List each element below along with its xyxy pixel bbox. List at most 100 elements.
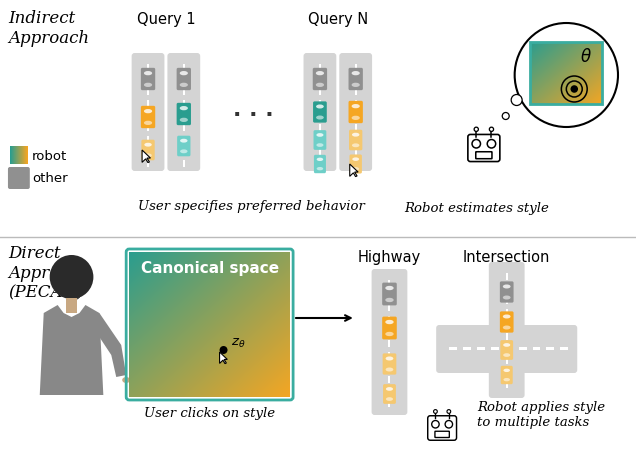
Ellipse shape bbox=[386, 397, 393, 401]
Text: User clicks on style: User clicks on style bbox=[144, 407, 275, 420]
Bar bbox=[506, 345, 508, 352]
Bar bbox=[506, 273, 508, 280]
Bar bbox=[147, 160, 149, 167]
Bar bbox=[355, 160, 356, 167]
Ellipse shape bbox=[316, 116, 324, 119]
Circle shape bbox=[433, 410, 437, 414]
Ellipse shape bbox=[144, 109, 152, 113]
FancyBboxPatch shape bbox=[382, 317, 397, 339]
Bar bbox=[147, 148, 149, 155]
Ellipse shape bbox=[503, 296, 511, 299]
Ellipse shape bbox=[180, 149, 188, 153]
Text: Robot estimates style: Robot estimates style bbox=[404, 202, 549, 215]
Ellipse shape bbox=[180, 139, 188, 142]
Bar bbox=[449, 347, 457, 350]
Text: Query 1: Query 1 bbox=[136, 12, 195, 27]
Bar bbox=[319, 64, 321, 71]
FancyBboxPatch shape bbox=[313, 68, 327, 90]
Bar bbox=[183, 160, 185, 167]
Ellipse shape bbox=[316, 104, 324, 109]
Ellipse shape bbox=[352, 167, 359, 171]
Circle shape bbox=[515, 23, 618, 127]
FancyBboxPatch shape bbox=[428, 416, 456, 440]
Bar bbox=[355, 88, 356, 95]
Text: Indirect
Approach: Indirect Approach bbox=[8, 10, 89, 47]
FancyBboxPatch shape bbox=[349, 68, 363, 90]
Ellipse shape bbox=[180, 83, 188, 87]
Bar bbox=[183, 76, 185, 83]
Text: User specifies preferred behavior: User specifies preferred behavior bbox=[138, 200, 365, 213]
Bar bbox=[506, 333, 508, 340]
Ellipse shape bbox=[351, 83, 360, 87]
Ellipse shape bbox=[351, 116, 360, 120]
Bar bbox=[319, 124, 321, 131]
Ellipse shape bbox=[316, 143, 323, 147]
Bar bbox=[355, 76, 356, 83]
Ellipse shape bbox=[180, 71, 188, 75]
Bar bbox=[388, 328, 390, 335]
Bar bbox=[388, 352, 390, 359]
Bar bbox=[319, 88, 321, 95]
Bar bbox=[388, 400, 390, 407]
FancyBboxPatch shape bbox=[372, 269, 407, 415]
Ellipse shape bbox=[385, 286, 394, 290]
Bar bbox=[147, 100, 149, 107]
Bar bbox=[319, 160, 321, 167]
Text: Highway: Highway bbox=[358, 250, 421, 265]
Circle shape bbox=[472, 140, 481, 148]
Bar bbox=[561, 347, 568, 350]
Circle shape bbox=[502, 112, 509, 119]
Text: Robot applies style
to multiple tasks: Robot applies style to multiple tasks bbox=[477, 401, 605, 429]
Text: robot: robot bbox=[32, 149, 67, 163]
Ellipse shape bbox=[386, 368, 394, 371]
Text: other: other bbox=[32, 172, 67, 185]
FancyBboxPatch shape bbox=[314, 155, 326, 173]
Ellipse shape bbox=[503, 343, 510, 347]
Ellipse shape bbox=[122, 377, 130, 383]
Text: Query N: Query N bbox=[308, 12, 368, 27]
Bar bbox=[477, 347, 485, 350]
Bar bbox=[355, 112, 356, 119]
Text: Canonical space: Canonical space bbox=[141, 260, 278, 275]
FancyBboxPatch shape bbox=[383, 353, 396, 375]
Ellipse shape bbox=[351, 104, 360, 108]
Bar bbox=[505, 347, 513, 350]
Circle shape bbox=[511, 94, 522, 105]
Ellipse shape bbox=[352, 133, 360, 137]
Bar bbox=[388, 376, 390, 383]
Circle shape bbox=[474, 127, 478, 132]
Bar bbox=[319, 136, 321, 143]
Bar bbox=[147, 64, 149, 71]
Ellipse shape bbox=[385, 320, 394, 324]
Bar bbox=[183, 100, 185, 107]
Circle shape bbox=[572, 86, 577, 92]
Ellipse shape bbox=[351, 71, 360, 75]
Ellipse shape bbox=[317, 167, 323, 170]
Bar bbox=[183, 148, 185, 155]
FancyBboxPatch shape bbox=[476, 152, 492, 159]
Bar bbox=[388, 292, 390, 299]
Circle shape bbox=[490, 127, 493, 132]
FancyBboxPatch shape bbox=[303, 53, 336, 171]
Ellipse shape bbox=[144, 83, 152, 87]
Bar bbox=[319, 112, 321, 119]
Bar bbox=[147, 112, 149, 119]
Bar bbox=[506, 297, 508, 304]
FancyBboxPatch shape bbox=[177, 68, 191, 90]
Text: Direct
Approach
(PECAN): Direct Approach (PECAN) bbox=[8, 245, 89, 301]
Bar bbox=[547, 347, 554, 350]
FancyBboxPatch shape bbox=[500, 366, 513, 384]
Bar bbox=[147, 124, 149, 131]
Bar bbox=[319, 76, 321, 83]
Bar bbox=[388, 340, 390, 347]
Ellipse shape bbox=[503, 353, 510, 357]
Text: · · ·: · · · bbox=[233, 105, 274, 125]
Ellipse shape bbox=[503, 314, 511, 319]
FancyBboxPatch shape bbox=[436, 325, 577, 373]
Circle shape bbox=[220, 346, 228, 354]
Ellipse shape bbox=[316, 83, 324, 87]
Polygon shape bbox=[349, 164, 358, 177]
Bar bbox=[463, 347, 471, 350]
Bar bbox=[355, 100, 356, 107]
FancyBboxPatch shape bbox=[132, 53, 164, 171]
